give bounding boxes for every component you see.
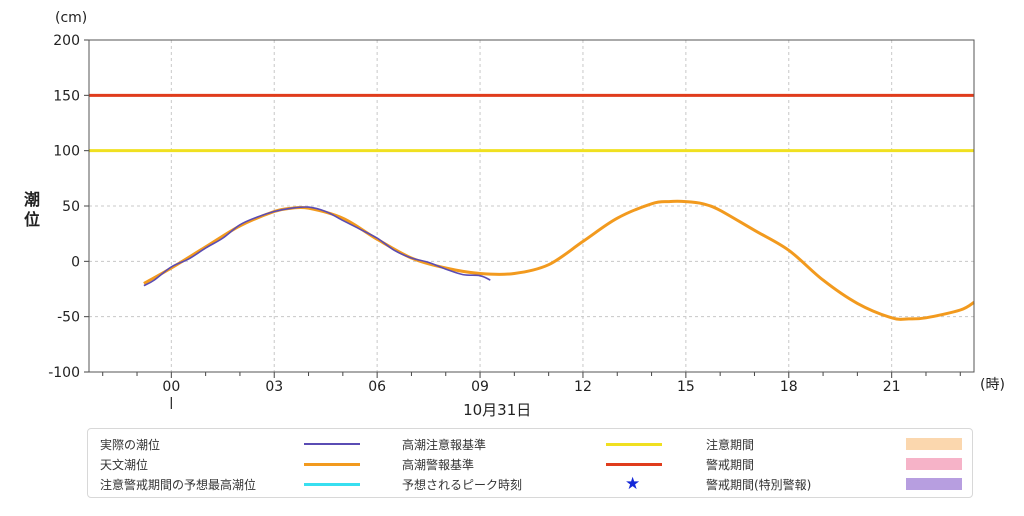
legend-item-warning-period: 警戒期間 [706,454,754,474]
y-axis-label-char-1: 潮 [23,190,40,209]
y-tick-label: -50 [57,310,80,326]
legend-item-warning-level: 高潮警報基準 [402,454,474,474]
y-tick-label: 0 [71,254,80,270]
x-unit-label: (時) [980,377,1005,393]
legend-label-peak-time: 予想されるピーク時刻 [402,477,523,492]
legend-swatch-special-warning-period [906,478,962,490]
x-tick-label: 12 [574,379,592,395]
legend-swatch-observed [304,443,360,445]
legend-item-advisory-level: 高潮注意報基準 [402,434,486,454]
x-tick-label: 00 [162,379,180,395]
y-tick-label: 100 [53,144,80,160]
legend-label-warning-level: 高潮警報基準 [402,457,475,472]
legend-item-peak-time: 予想されるピーク時刻 [402,474,522,494]
date-label: 10月31日 [463,401,531,419]
x-tick-label: 03 [265,379,283,395]
y-unit-label: (cm) [55,10,87,26]
y-tick-label: 200 [53,33,80,49]
legend-item-special-warning-period: 警戒期間(特別警報) [706,474,811,494]
legend-swatch-forecast-peak [304,483,360,486]
observed-tide-line [143,206,491,287]
legend-item-forecast-peak: 注意警戒期間の予想最高潮位 [100,474,256,494]
y-axis-label-char-2: 位 [23,210,40,229]
legend-label-advisory-period: 注意期間 [706,437,755,452]
legend-label-special-warning-period: 警戒期間(特別警報) [706,477,812,492]
x-tick-label: 21 [883,379,901,395]
legend-label-advisory-level: 高潮注意報基準 [402,437,487,452]
legend-label-observed: 実際の潮位 [100,437,161,452]
legend-item-advisory-period: 注意期間 [706,434,754,454]
y-tick-label: -100 [48,365,80,381]
legend-swatch-warning-level [606,463,662,466]
legend-item-observed: 実際の潮位 [100,434,160,454]
x-tick-label: 09 [471,379,489,395]
x-tick-label: 06 [368,379,386,395]
legend-swatch-advisory-level [606,443,662,446]
legend-label-warning-period: 警戒期間 [706,457,755,472]
legend-label-astronomical: 天文潮位 [100,457,149,472]
legend-label-forecast-peak: 注意警戒期間の予想最高潮位 [100,477,257,492]
star-icon: ★ [625,474,641,494]
chart-legend: 実際の潮位 天文潮位 注意警戒期間の予想最高潮位 高潮注意報基準 高潮警報基準 … [87,428,973,498]
plot-border [88,39,975,373]
legend-swatch-astronomical [304,463,360,466]
legend-item-astronomical: 天文潮位 [100,454,148,474]
tide-chart: -100 -50 0 50 100 150 200 00 03 06 09 12 15 18 21 (cm) (… [48,10,1005,419]
y-tick-label: 150 [53,88,80,104]
legend-swatch-warning-period [906,458,962,470]
y-tick-label: 50 [62,199,80,215]
y-axis-label: 潮 位 [18,190,46,230]
x-tick-label: 18 [780,379,798,395]
x-tick-label: 15 [677,379,695,395]
legend-swatch-advisory-period [906,438,962,450]
